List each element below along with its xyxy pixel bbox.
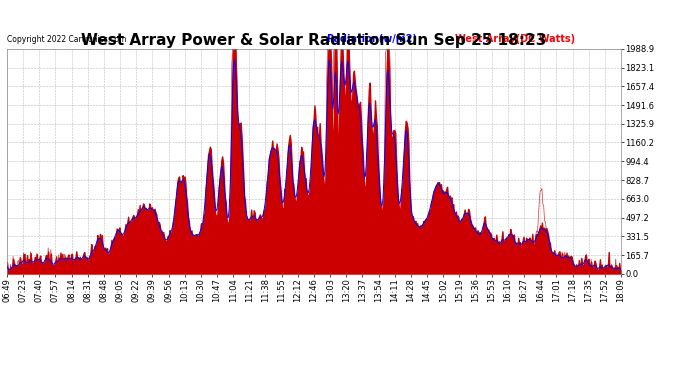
Text: West Array(DC Watts): West Array(DC Watts) xyxy=(455,34,575,44)
Text: Copyright 2022 Cartronics.com: Copyright 2022 Cartronics.com xyxy=(7,35,126,44)
Title: West Array Power & Solar Radiation Sun Sep 25 18:23: West Array Power & Solar Radiation Sun S… xyxy=(81,33,546,48)
Text: Radiation(w/m2): Radiation(w/m2) xyxy=(326,34,417,44)
